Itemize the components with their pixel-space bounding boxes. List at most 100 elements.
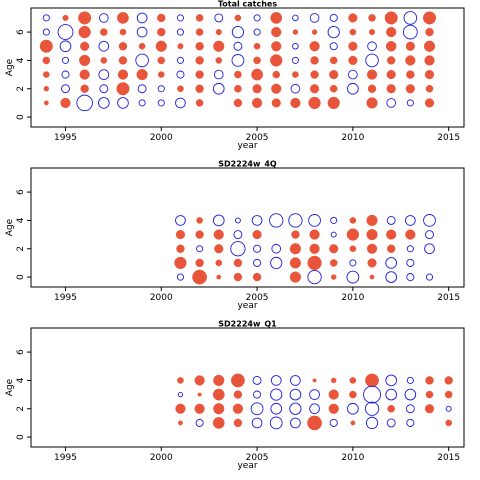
positive-residual-bubble <box>386 229 397 240</box>
negative-residual-bubble <box>425 230 434 240</box>
positive-residual-bubble <box>215 259 223 267</box>
bubble-layer <box>39 11 437 112</box>
negative-residual-bubble <box>406 418 415 427</box>
x-tick-label: 2000 <box>150 133 173 143</box>
positive-residual-bubble <box>136 69 148 81</box>
negative-residual-bubble <box>348 69 358 80</box>
negative-residual-bubble <box>424 243 435 255</box>
positive-residual-bubble <box>424 404 435 414</box>
negative-residual-bubble <box>329 13 338 22</box>
positive-residual-bubble <box>292 29 299 35</box>
positive-residual-bubble <box>386 244 396 253</box>
positive-residual-bubble <box>289 271 301 283</box>
y-axis-label: Age <box>5 378 15 396</box>
positive-residual-bubble <box>365 373 379 388</box>
positive-residual-bubble <box>405 229 416 240</box>
y-tick-label: 2 <box>16 406 26 412</box>
negative-residual-bubble <box>385 374 398 387</box>
positive-residual-bubble <box>271 98 281 108</box>
positive-residual-bubble <box>291 230 300 239</box>
positive-residual-bubble <box>252 272 262 282</box>
panel-3: SD2224w_Q1 1995 2000 2005 2010 2015 0 2 4 6 year Ag… <box>5 320 465 471</box>
positive-residual-bubble <box>195 42 204 51</box>
positive-residual-bubble <box>234 70 242 79</box>
positive-residual-bubble <box>328 389 339 400</box>
x-tick-label: 2000 <box>150 453 173 463</box>
positive-residual-bubble <box>307 415 322 431</box>
positive-residual-bubble <box>328 403 339 414</box>
positive-residual-bubble <box>348 13 358 23</box>
negative-residual-bubble <box>253 258 262 267</box>
positive-residual-bubble <box>329 56 338 65</box>
positive-residual-bubble <box>253 56 261 65</box>
negative-residual-bubble <box>230 241 246 257</box>
positive-residual-bubble <box>195 84 204 93</box>
chart-title: SD2224w_4Q <box>218 160 277 169</box>
positive-residual-bubble <box>196 217 203 224</box>
negative-residual-bubble <box>423 214 436 227</box>
positive-residual-bubble <box>213 40 225 52</box>
negative-residual-bubble <box>288 213 303 228</box>
positive-residual-bubble <box>424 70 435 80</box>
negative-residual-bubble <box>367 41 377 52</box>
negative-residual-bubble <box>175 97 186 109</box>
positive-residual-bubble <box>366 214 378 226</box>
positive-residual-bubble <box>425 27 434 37</box>
positive-residual-bubble <box>251 97 263 109</box>
positive-residual-bubble <box>251 68 263 81</box>
positive-residual-bubble <box>195 258 204 268</box>
positive-residual-bubble <box>290 97 301 109</box>
negative-residual-bubble <box>253 14 261 22</box>
positive-residual-bubble <box>349 390 357 399</box>
positive-residual-bubble <box>117 12 129 24</box>
negative-residual-bubble <box>253 244 262 253</box>
positive-residual-bubble <box>367 84 377 93</box>
positive-residual-bubble <box>80 41 90 51</box>
positive-residual-bubble <box>289 243 301 255</box>
negative-residual-bubble <box>251 417 263 429</box>
positive-residual-bubble <box>270 54 283 67</box>
positive-residual-bubble <box>234 84 242 93</box>
positive-residual-bubble <box>62 14 69 21</box>
y-tick-label: 6 <box>16 29 26 35</box>
negative-residual-bubble <box>42 28 50 36</box>
positive-residual-bubble <box>195 14 204 22</box>
y-tick-label: 6 <box>16 349 26 355</box>
positive-residual-bubble <box>252 229 262 240</box>
negative-residual-bubble <box>99 84 109 94</box>
bubble-layer <box>174 213 436 285</box>
positive-residual-bubble <box>78 11 92 25</box>
y-tick-label: 2 <box>16 86 26 92</box>
negative-residual-bubble <box>213 69 224 80</box>
negative-residual-bubble <box>176 273 184 281</box>
plot-frame <box>30 167 465 288</box>
negative-residual-bubble <box>307 269 322 285</box>
positive-residual-bubble <box>118 56 128 65</box>
positive-residual-bubble <box>386 26 397 38</box>
positive-residual-bubble <box>386 84 396 94</box>
positive-residual-bubble <box>423 40 436 52</box>
positive-residual-bubble <box>348 55 358 65</box>
negative-residual-bubble <box>347 82 359 95</box>
negative-residual-bubble <box>309 389 320 400</box>
negative-residual-bubble <box>347 402 359 415</box>
negative-residual-bubble <box>349 259 357 267</box>
positive-residual-bubble <box>424 98 435 108</box>
positive-residual-bubble <box>384 11 398 25</box>
x-tick-label: 2010 <box>341 293 364 303</box>
panel-1: Total catches 1995 2000 2005 2010 2015 0 2 4 6 yea… <box>5 0 465 151</box>
x-tick-label: 2010 <box>341 453 364 463</box>
positive-residual-bubble <box>307 255 322 271</box>
negative-residual-bubble <box>385 257 398 269</box>
negative-residual-bubble <box>59 40 72 53</box>
positive-residual-bubble <box>330 377 337 384</box>
negative-residual-bubble <box>76 94 93 112</box>
negative-residual-bubble <box>234 217 241 224</box>
positive-residual-bubble <box>309 41 320 52</box>
negative-residual-bubble <box>57 24 74 41</box>
chart-title: SD2224w_Q1 <box>218 320 277 329</box>
positive-residual-bubble <box>425 376 434 385</box>
negative-residual-bubble <box>404 388 417 401</box>
positive-residual-bubble <box>177 85 184 93</box>
positive-residual-bubble <box>366 69 378 80</box>
